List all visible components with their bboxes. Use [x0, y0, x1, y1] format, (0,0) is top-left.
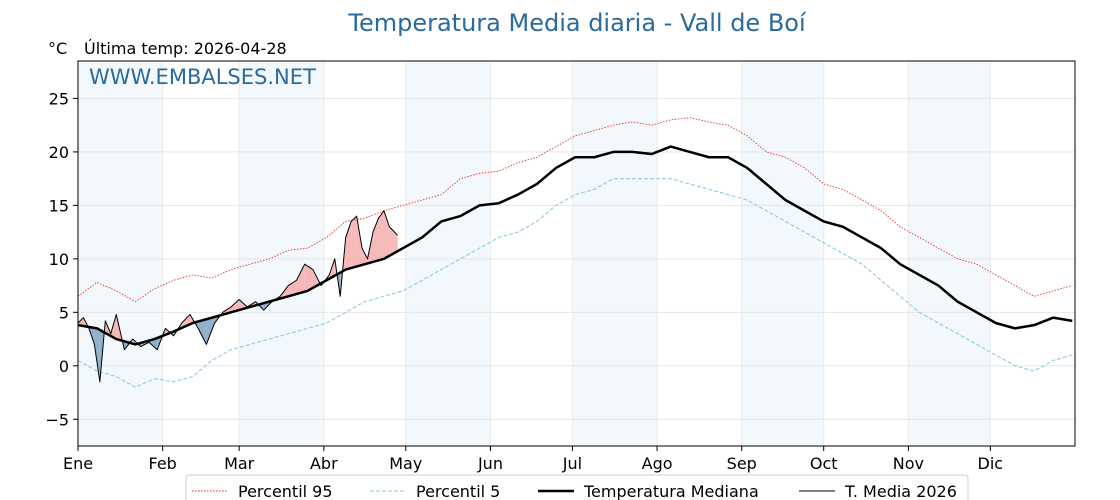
- chart-title: Temperatura Media diaria - Vall de Boí: [347, 9, 807, 37]
- above-median-fill: [378, 210, 384, 261]
- above-median-fill: [362, 248, 368, 265]
- series-lines: [77, 117, 1073, 388]
- series-line-percentil-95: [77, 117, 1073, 303]
- above-median-fill: [304, 264, 313, 292]
- series-line-percentil-5: [77, 178, 1073, 388]
- month-band-7: [572, 61, 658, 446]
- x-tick-label: Mar: [224, 454, 255, 473]
- x-tick-label: Jun: [477, 454, 503, 473]
- above-median-fill: [296, 264, 305, 294]
- x-tick-label: Jul: [562, 454, 582, 473]
- legend-box: [185, 474, 969, 500]
- x-tick-label: Sep: [727, 454, 757, 473]
- legend-label-temperatura-mediana: Temperatura Mediana: [583, 482, 759, 500]
- x-tick-label: May: [389, 454, 422, 473]
- y-tick-label: −5: [45, 410, 69, 429]
- month-band-1: [78, 61, 163, 446]
- below-median-fill: [206, 316, 215, 345]
- last-temp-label: Última temp: 2026-04-28: [84, 39, 287, 58]
- y-tick-label: 5: [59, 303, 69, 322]
- below-median-fill: [94, 327, 100, 382]
- y-unit-label: °C: [48, 39, 67, 58]
- plot-frame: [77, 60, 1076, 447]
- y-tick-label: 15: [49, 196, 69, 215]
- above-median-fill: [351, 216, 357, 269]
- y-tick-label: 20: [49, 143, 69, 162]
- series-line-temperatura-mediana: [77, 145, 1073, 346]
- x-tick-label: Dic: [978, 454, 1004, 473]
- above-median-fill: [78, 317, 84, 327]
- legend-label-percentil-5: Percentil 5: [416, 482, 500, 500]
- x-tick-label: Oct: [810, 454, 838, 473]
- above-median-fill: [230, 299, 240, 313]
- grid-lines: [77, 61, 1075, 446]
- y-axis: −5 0 5 10 15 20 25: [45, 89, 78, 429]
- x-tick-label: Ene: [63, 454, 93, 473]
- x-tick-label: Abr: [310, 454, 338, 473]
- month-band-5: [405, 61, 491, 446]
- x-tick-label: Ago: [642, 454, 673, 473]
- x-axis: Ene Feb Mar Abr May Jun Jul Ago Sep Oct Nov Dic: [63, 446, 1003, 473]
- above-median-fill: [356, 216, 363, 267]
- series-line-t-media-2026: [77, 210, 398, 383]
- legend-label-t-media-2026: T. Media 2026: [844, 482, 957, 500]
- above-median-fill: [389, 226, 398, 256]
- above-median-fill: [288, 280, 297, 297]
- month-band-3: [239, 61, 324, 446]
- below-median-fill: [198, 319, 207, 345]
- x-tick-label: Feb: [149, 454, 177, 473]
- plot-background: [78, 61, 991, 446]
- legend-label-percentil-95: Percentil 95: [238, 482, 333, 500]
- watermark: WWW.EMBALSES.NET: [89, 65, 316, 89]
- y-tick-label: 25: [49, 89, 69, 108]
- y-tick-label: 10: [49, 250, 69, 269]
- month-band-9: [741, 61, 824, 446]
- x-tick-label: Nov: [893, 454, 924, 473]
- y-tick-label: 0: [59, 357, 69, 376]
- month-band-11: [908, 61, 991, 446]
- legend: Percentil 95 Percentil 5 Temperatura Med…: [185, 474, 969, 500]
